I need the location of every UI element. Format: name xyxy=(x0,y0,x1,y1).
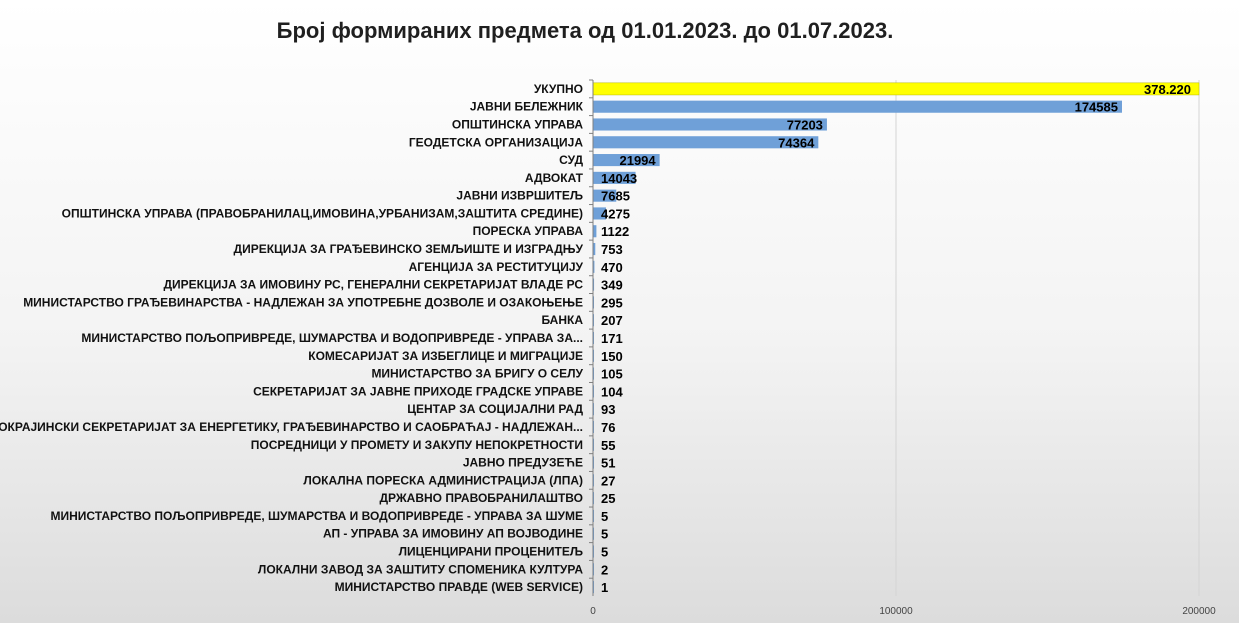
category-label: МИНИСТАРСТВО ПОЉОПРИВРЕДЕ, ШУМАРСТВА И В… xyxy=(50,509,583,523)
category-label: ГЕОДЕТСКА ОРГАНИЗАЦИЈА xyxy=(409,135,583,149)
category-label: ПОСРЕДНИЦИ У ПРОМЕТУ И ЗАКУПУ НЕПОКРЕТНО… xyxy=(251,438,583,452)
bar xyxy=(593,207,606,220)
category-label: МИНИСТАРСТВО ПРАВДЕ (WEB SERVICE) xyxy=(335,580,583,594)
category-label: ДРЖАВНО ПРАВОБРАНИЛАШТВО xyxy=(379,491,583,505)
category-label: ЛОКАЛНИ ЗАВОД ЗА ЗАШТИТУ СПОМЕНИКА КУЛТУ… xyxy=(258,562,583,576)
bar xyxy=(593,242,596,256)
data-label: 349 xyxy=(601,278,623,293)
data-label: 14043 xyxy=(601,171,637,186)
value-labels: 378.220 174585 77203 74364 21994 14043 7685 427… xyxy=(601,82,1191,595)
category-label: ЛИЦЕНЦИРАНИ ПРОЦЕНИТЕЉ xyxy=(399,545,583,559)
category-label: АДВОКАТ xyxy=(525,171,584,185)
data-label: 51 xyxy=(601,456,615,471)
data-label: 1122 xyxy=(601,224,629,239)
category-label: ЈАВНИ БЕЛЕЖНИК xyxy=(470,100,584,114)
category-label: ОПШТИНСКА УПРАВА (ПРАВОБРАНИЛАЦ,ИМОВИНА,… xyxy=(62,206,583,220)
category-label: ПОКРАЈИНСКИ СЕКРЕТАРИЈАТ ЗА ЕНЕРГЕТИКУ, … xyxy=(0,420,583,434)
category-label: ЈАВНИ ИЗВРШИТЕЉ xyxy=(456,189,583,203)
category-label: МИНИСТАРСТВО ЗА БРИГУ О СЕЛУ xyxy=(371,367,583,381)
category-label: ДИРЕКЦИЈА ЗА ИМОВИНУ РС, ГЕНЕРАЛНИ СЕКРЕ… xyxy=(163,278,583,292)
data-label: 150 xyxy=(601,349,623,364)
category-label: ПОРЕСКА УПРАВА xyxy=(473,224,584,238)
bar xyxy=(593,154,660,167)
category-label: МИНИСТАРСТВО ГРАЂЕВИНАРСТВА - НАДЛЕЖАН З… xyxy=(23,295,583,309)
x-axis-ticks: 0 100000 200000 xyxy=(590,606,1216,617)
data-label: 21994 xyxy=(619,153,656,168)
bar-total xyxy=(592,82,1200,96)
data-label: 104 xyxy=(601,384,623,399)
data-label: 105 xyxy=(601,367,623,382)
data-label: 2 xyxy=(601,562,608,577)
data-label: 74364 xyxy=(778,135,815,150)
data-label: 1 xyxy=(601,580,608,595)
data-label: 55 xyxy=(601,438,615,453)
bar xyxy=(593,225,597,238)
category-label: АГЕНЦИЈА ЗА РЕСТИТУЦИЈУ xyxy=(409,260,584,274)
gridlines xyxy=(589,79,1200,596)
category-label: ЦЕНТАР ЗА СОЦИЈАЛНИ РАД xyxy=(407,402,583,416)
data-label: 470 xyxy=(601,260,623,275)
data-label: 77203 xyxy=(787,117,823,132)
data-label: 174585 xyxy=(1075,100,1118,115)
data-label: 753 xyxy=(601,242,623,257)
category-label: АП - УПРАВА ЗА ИМОВИНУ АП ВОЈВОДИНЕ xyxy=(323,527,583,541)
data-label: 207 xyxy=(601,313,623,328)
data-label: 7685 xyxy=(601,189,630,204)
category-label: ЛОКАЛНА ПОРЕСКА АДМИНИСТРАЦИЈА (ЛПА) xyxy=(303,473,583,487)
x-tick-label: 0 xyxy=(590,606,596,617)
category-label: СУД xyxy=(559,153,583,167)
data-label: 5 xyxy=(601,527,608,542)
bar xyxy=(593,118,827,131)
bar xyxy=(593,189,617,202)
data-label: 295 xyxy=(601,295,623,310)
x-tick-label: 100000 xyxy=(879,606,913,617)
bar xyxy=(593,136,819,149)
category-label: ОПШТИНСКА УПРАВА xyxy=(452,117,583,131)
data-label: 93 xyxy=(601,402,615,417)
bar xyxy=(593,100,1122,113)
category-label: ЈАВНО ПРЕДУЗЕЋЕ xyxy=(463,456,583,470)
data-label: 76 xyxy=(601,420,615,435)
data-label: 4275 xyxy=(601,206,630,221)
data-label: 378.220 xyxy=(1144,82,1191,97)
data-label: 5 xyxy=(601,509,608,524)
bar xyxy=(593,171,636,184)
category-label: БАНКА xyxy=(542,313,584,327)
category-label: КОМЕСАРИЈАТ ЗА ИЗБЕГЛИЦЕ И МИГРАЦИЈЕ xyxy=(308,349,583,363)
category-label: СЕКРЕТАРИЈАТ ЗА ЈАВНЕ ПРИХОДЕ ГРАДСКЕ УП… xyxy=(253,384,583,398)
data-label: 27 xyxy=(601,473,615,488)
data-label: 171 xyxy=(601,331,623,346)
data-label: 25 xyxy=(601,491,615,506)
bar xyxy=(593,260,595,273)
category-label: ДИРЕКЦИЈА ЗА ГРАЂЕВИНСКО ЗЕМЉИШТЕ И ИЗГР… xyxy=(234,242,584,256)
x-tick-label: 200000 xyxy=(1182,606,1216,617)
chart-title: Број формираних предмета од 01.01.2023. … xyxy=(276,18,894,43)
category-label: УКУПНО xyxy=(534,82,583,96)
category-labels: УКУПНО ЈАВНИ БЕЛЕЖНИК ОПШТИНСКА УПРАВА ГЕОД… xyxy=(0,82,584,594)
bars xyxy=(592,82,1200,594)
category-label: МИНИСТАРСТВО ПОЉОПРИВРЕДЕ, ШУМАРСТВА И В… xyxy=(81,331,583,345)
data-label: 5 xyxy=(601,545,608,560)
bar xyxy=(593,278,595,291)
